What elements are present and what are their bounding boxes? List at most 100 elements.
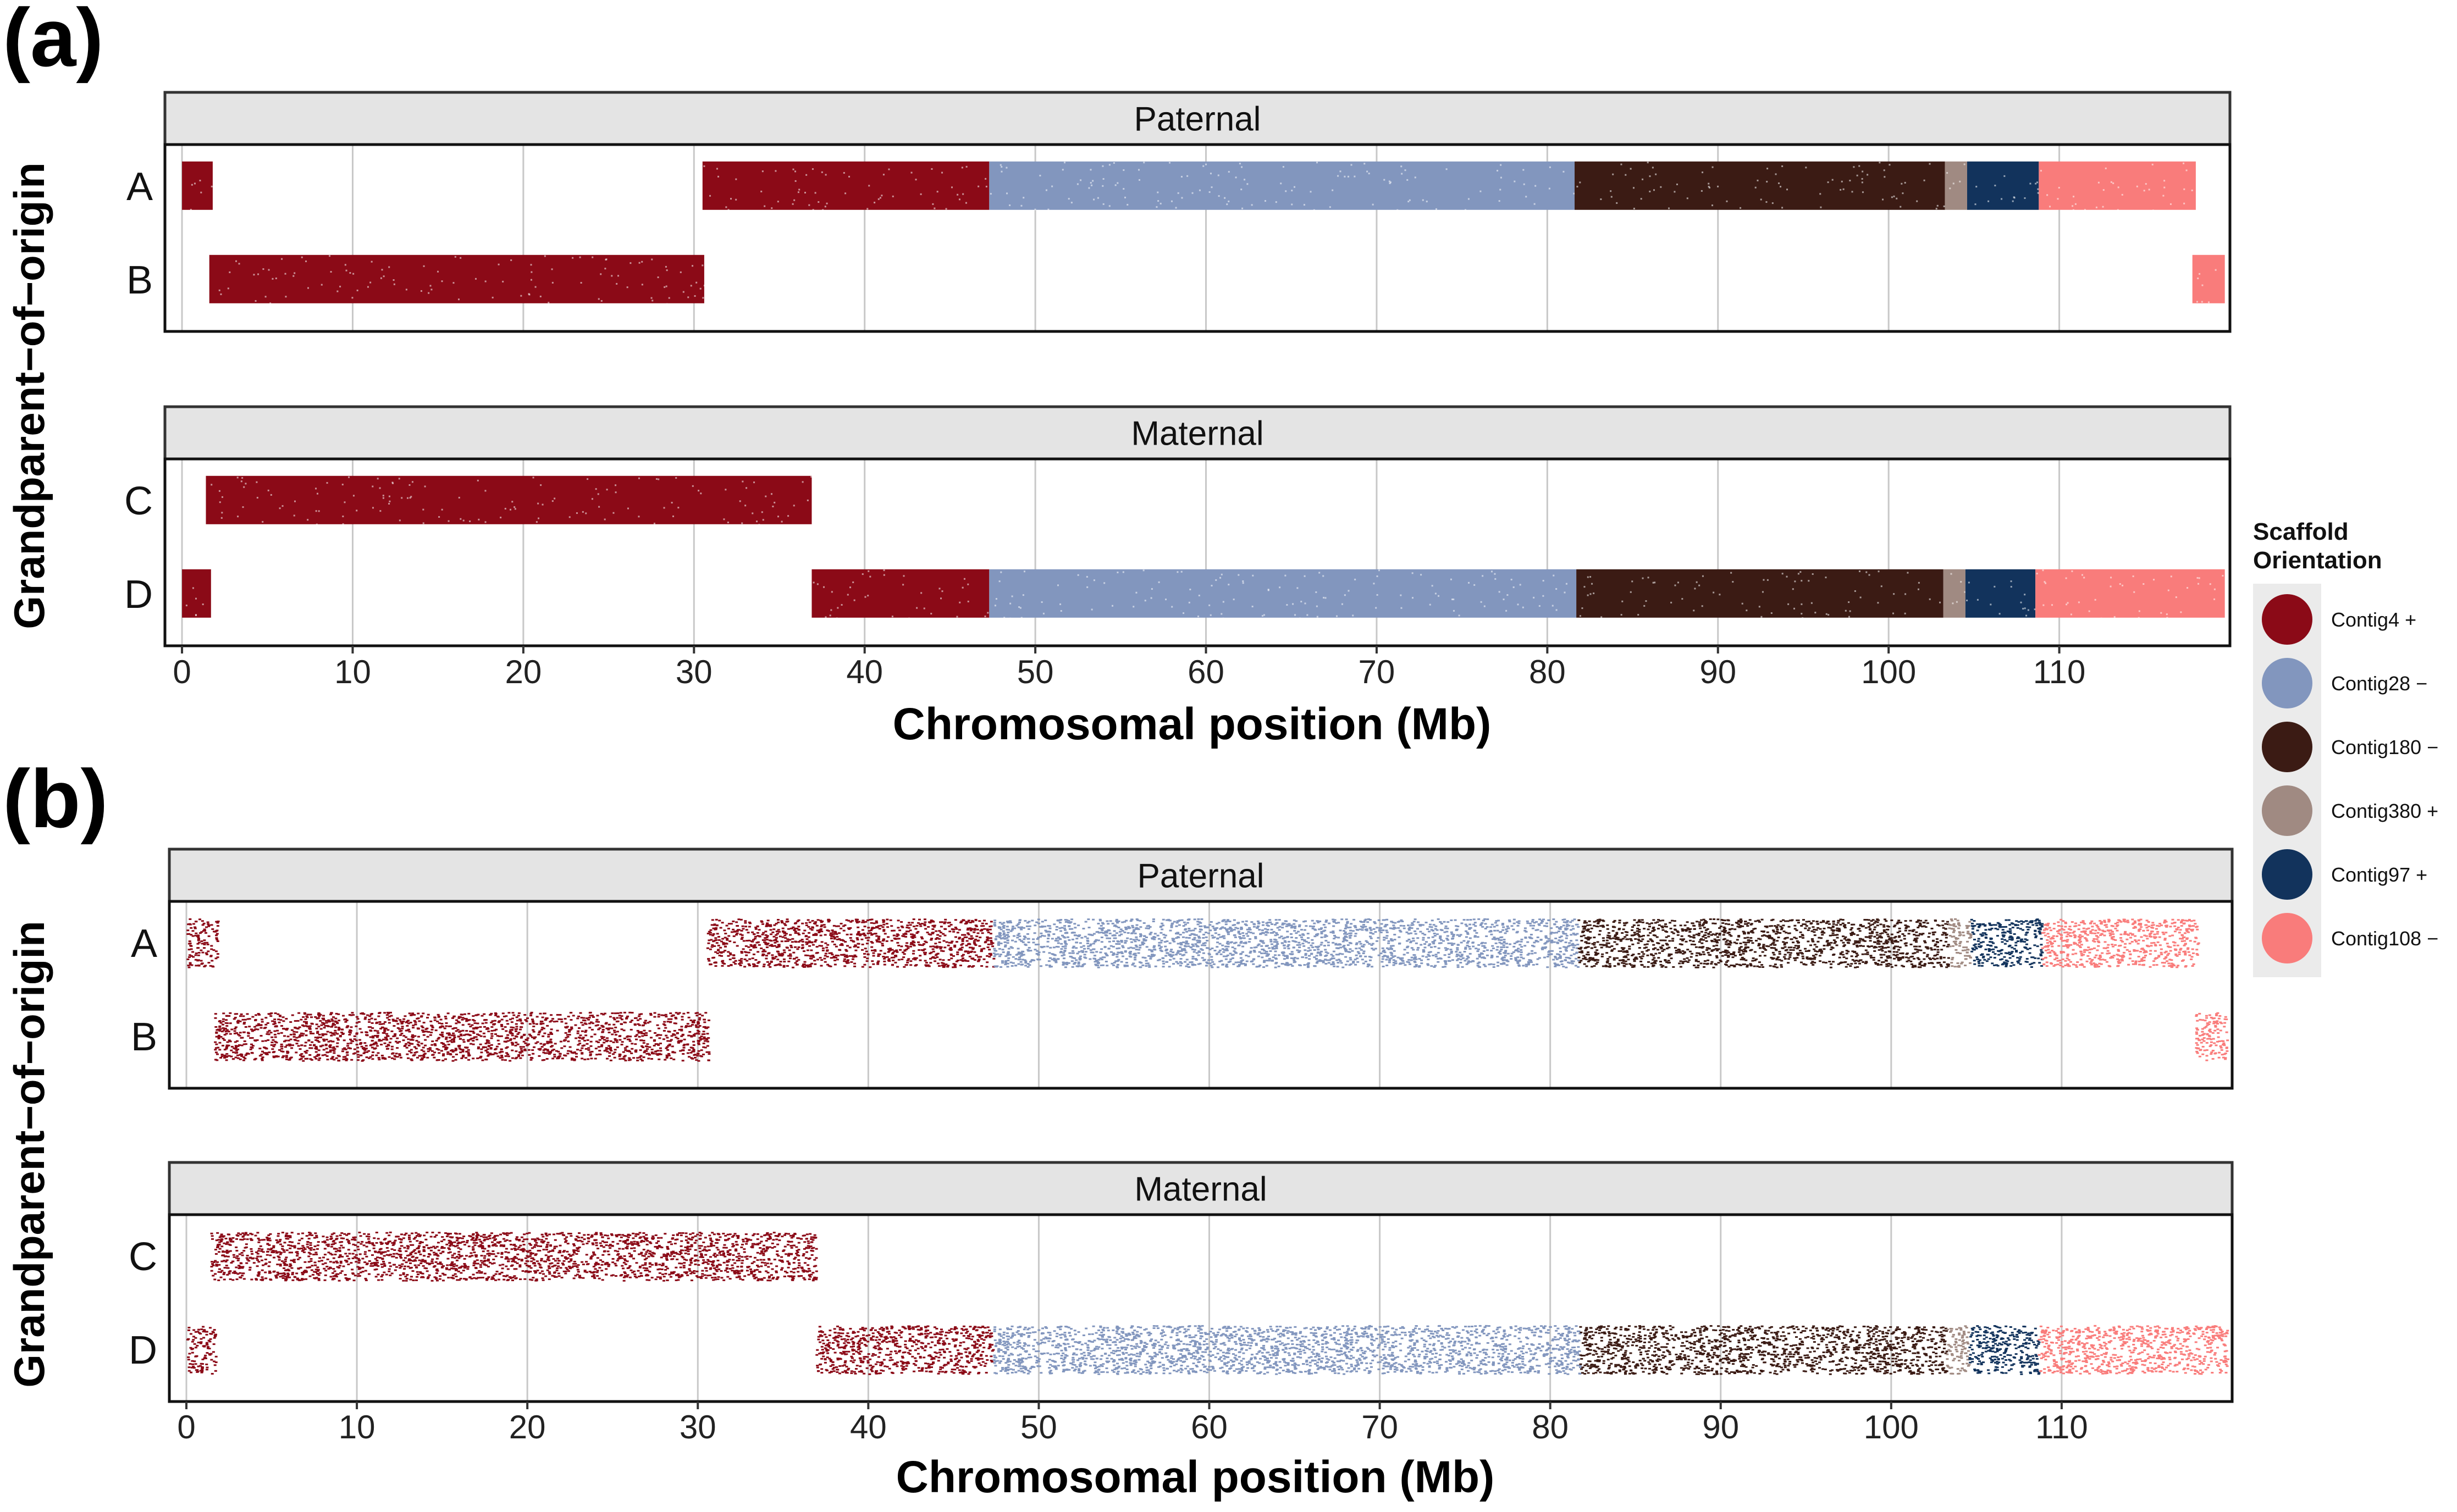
data-point (1533, 952, 1537, 954)
data-point (709, 934, 712, 936)
data-point (777, 952, 781, 955)
data-point (1081, 963, 1085, 966)
data-point (1002, 951, 1005, 953)
segment-block (1967, 161, 2039, 210)
data-point (930, 951, 933, 954)
data-point (1172, 963, 1175, 965)
data-point (1006, 937, 1009, 939)
texture-speck (1003, 617, 1006, 619)
data-point (1162, 962, 1166, 965)
data-point (801, 965, 804, 967)
data-point (1094, 958, 1097, 960)
texture-speck (1787, 603, 1790, 605)
texture-speck (1525, 196, 1527, 198)
data-point (1020, 926, 1024, 928)
data-point (1787, 946, 1791, 949)
data-point (1483, 918, 1487, 920)
data-point (1172, 954, 1175, 956)
data-point (1799, 931, 1802, 933)
data-point (1933, 966, 1936, 968)
data-point (1344, 950, 1348, 952)
data-point (1867, 936, 1870, 938)
data-point (1249, 938, 1252, 940)
data-point (715, 939, 718, 941)
data-point (789, 934, 792, 936)
data-point (1823, 927, 1826, 929)
texture-speck (1097, 197, 1099, 199)
texture-speck (703, 285, 705, 287)
data-point (1106, 930, 1109, 932)
texture-speck (744, 505, 747, 507)
data-point (1368, 943, 1371, 945)
data-point (1285, 962, 1289, 964)
data-point (1557, 964, 1560, 966)
data-point (1343, 933, 1346, 935)
texture-speck (692, 485, 694, 487)
data-point (1410, 956, 1414, 959)
texture-speck (2122, 584, 2124, 586)
data-point (1361, 929, 1364, 931)
data-point (846, 933, 849, 935)
texture-speck (1332, 189, 1334, 191)
data-point (823, 957, 826, 960)
data-point (1417, 947, 1420, 949)
data-point (1909, 920, 1912, 922)
data-point (846, 959, 849, 961)
data-point (1218, 960, 1222, 962)
data-point (713, 962, 716, 964)
texture-speck (641, 261, 643, 263)
data-point (727, 955, 730, 957)
data-point (1418, 924, 1422, 926)
data-point (1240, 952, 1243, 955)
data-point (1282, 938, 1285, 940)
data-point (1270, 928, 1273, 931)
data-point (1499, 937, 1503, 939)
data-point (1115, 920, 1118, 922)
data-point (909, 945, 912, 948)
data-point (1273, 948, 1276, 950)
data-point (1202, 933, 1206, 935)
data-point (1394, 960, 1398, 962)
data-point (973, 931, 976, 933)
texture-speck (723, 518, 725, 520)
data-point (1164, 934, 1167, 937)
data-point (1446, 935, 1449, 937)
data-point (923, 924, 926, 927)
data-point (1070, 932, 1074, 934)
data-point (1539, 939, 1543, 941)
data-point (1121, 945, 1124, 947)
data-point (1942, 961, 1946, 963)
data-point (1439, 921, 1442, 923)
data-point (1084, 935, 1087, 938)
texture-speck (1091, 608, 1093, 611)
data-point (1090, 951, 1093, 954)
texture-speck (2022, 607, 2024, 610)
data-point (1149, 926, 1152, 928)
data-point (949, 924, 953, 926)
data-point (1097, 966, 1100, 968)
data-point (1086, 943, 1089, 945)
data-point (1078, 934, 1081, 937)
data-point (826, 963, 830, 966)
texture-speck (1135, 591, 1138, 594)
data-point (1918, 962, 1922, 964)
data-point (1476, 957, 1479, 960)
data-point (786, 918, 789, 921)
texture-speck (1801, 580, 1803, 582)
data-point (1315, 958, 1318, 960)
data-point (1305, 925, 1308, 927)
data-point (776, 959, 780, 961)
data-point (1444, 947, 1447, 949)
data-point (1482, 963, 1486, 966)
data-point (892, 929, 896, 932)
data-point (964, 951, 967, 953)
data-point (1265, 945, 1268, 948)
data-point (1421, 955, 1424, 957)
data-point (1437, 951, 1440, 954)
data-point (1068, 925, 1071, 927)
texture-speck (793, 505, 795, 507)
data-point (1538, 918, 1542, 921)
data-point (1269, 932, 1273, 934)
data-point (1520, 954, 1523, 956)
texture-speck (826, 202, 828, 204)
